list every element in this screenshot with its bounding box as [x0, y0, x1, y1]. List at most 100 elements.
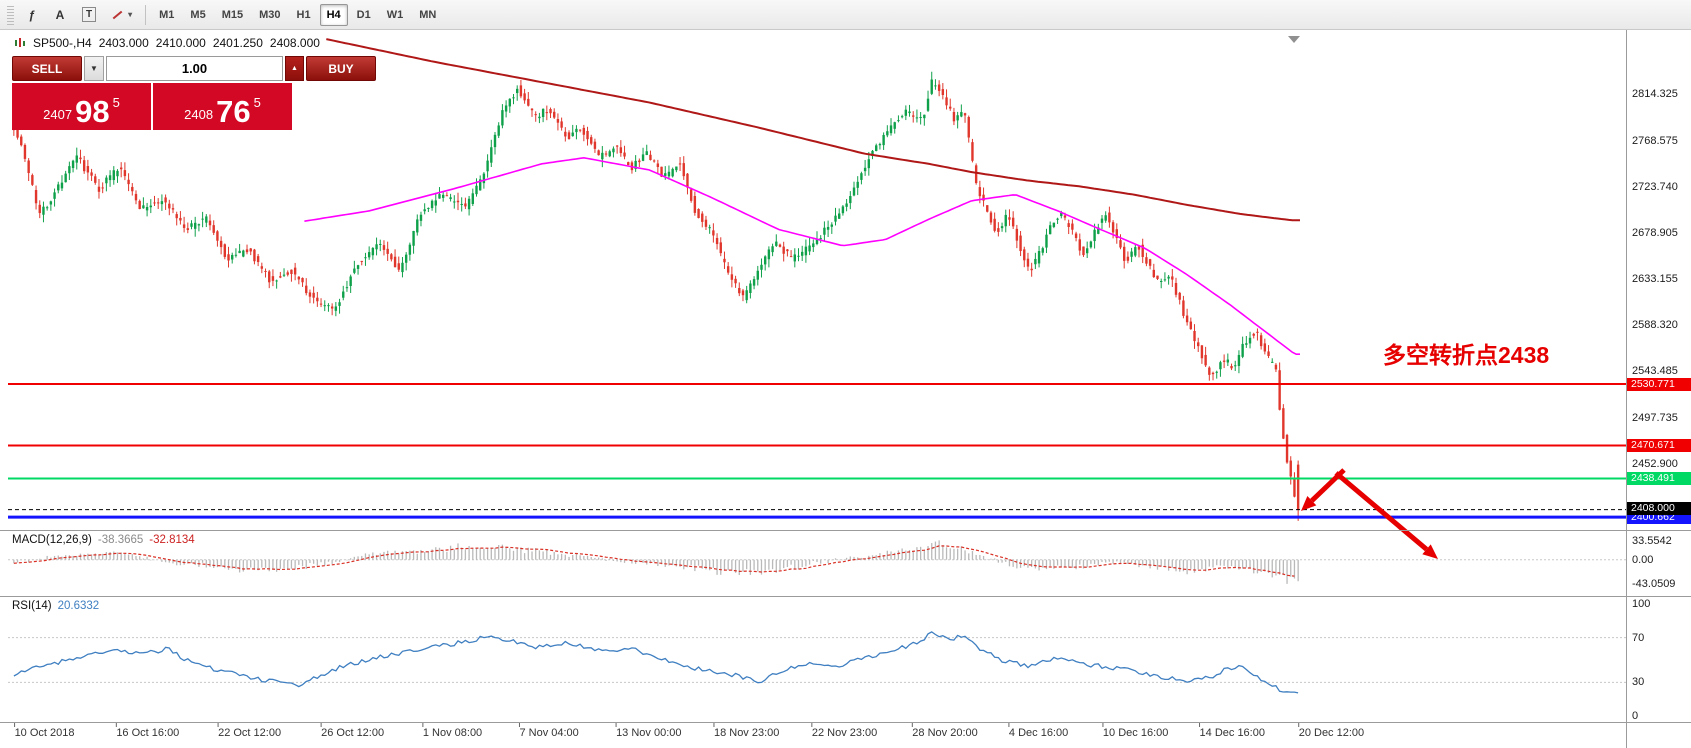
buy-price-point: 5 — [253, 95, 261, 110]
annotation-arrow[interactable] — [1334, 471, 1429, 552]
buy-quote-tile[interactable]: 2408 76 5 — [153, 83, 292, 130]
text-tool-icon[interactable]: A — [55, 7, 65, 22]
volume-up-button[interactable]: ▲ — [285, 56, 304, 81]
buy-button[interactable]: BUY — [306, 56, 376, 81]
one-click-trading-panel: SELL ▼ ▲ BUY 2407 98 5 2408 76 5 — [12, 56, 376, 130]
candle-body — [1274, 364, 1278, 370]
candle-body — [878, 144, 882, 146]
sell-quote-tile[interactable]: 2407 98 5 — [12, 83, 151, 130]
candle-body — [408, 244, 412, 255]
candle-body — [353, 268, 356, 273]
candle-body — [127, 179, 130, 185]
candle-body — [360, 260, 363, 262]
ma-fast-line — [304, 156, 1300, 356]
candle-body — [1085, 248, 1089, 254]
candle-body — [560, 121, 563, 128]
candle-body — [649, 154, 652, 161]
rsi-panel-separator[interactable] — [0, 596, 1691, 597]
candle-body — [782, 246, 785, 254]
candle-body — [1293, 479, 1296, 497]
candle-body — [397, 263, 400, 270]
candle-body — [689, 189, 693, 201]
annotation-arrowhead — [1422, 544, 1438, 559]
candle-body — [364, 257, 367, 259]
candle-body — [182, 224, 186, 228]
indicators-icon[interactable]: ƒ — [28, 7, 36, 22]
candle-body — [752, 279, 756, 286]
sell-button[interactable]: SELL — [12, 56, 82, 81]
timeframe-m15[interactable]: M15 — [221, 8, 244, 21]
candle-body — [75, 155, 78, 163]
candle-body — [131, 186, 134, 192]
candle-body — [497, 125, 500, 136]
candle-body — [404, 254, 408, 263]
candle-body — [719, 242, 722, 254]
candle-body — [82, 160, 86, 172]
timeframe-d1[interactable]: D1 — [356, 8, 371, 21]
candle-body — [57, 184, 60, 191]
timeframe-m5[interactable]: M5 — [190, 8, 206, 21]
candle-body — [1100, 218, 1104, 223]
candle-body — [1056, 218, 1059, 220]
timeframe-w1[interactable]: W1 — [386, 8, 404, 21]
candle-body — [701, 213, 704, 222]
candle-body — [1141, 244, 1144, 257]
trade-controls-row: SELL ▼ ▲ BUY — [12, 56, 376, 81]
candle-body — [553, 111, 556, 118]
candle-body — [819, 238, 822, 240]
candle-body — [334, 306, 338, 311]
text-label-tool-icon[interactable]: T — [75, 4, 103, 26]
macd-name: MACD(12,26,9) — [12, 534, 92, 546]
open-value: 2403.000 — [98, 36, 149, 50]
candle-body — [923, 114, 926, 119]
pivot-annotation-text[interactable]: 多空转折点2438 — [1383, 342, 1550, 368]
volume-input[interactable] — [106, 56, 283, 81]
candle-body — [730, 274, 734, 280]
candle-body — [1160, 280, 1163, 282]
candle-body — [1189, 321, 1193, 330]
candle-body — [971, 142, 974, 161]
price-axis-separator[interactable] — [1626, 30, 1627, 748]
candle-body — [197, 224, 201, 226]
candle-body — [1245, 343, 1248, 345]
timeframe-h4[interactable]: H4 — [319, 3, 348, 26]
candle-body — [441, 194, 445, 198]
candle-body — [1023, 249, 1026, 261]
candle-body — [597, 150, 600, 156]
candle-body — [608, 151, 611, 157]
timeframe-m30[interactable]: M30 — [259, 8, 281, 21]
candle-body — [745, 290, 748, 301]
candle-body — [545, 112, 549, 114]
candle-body — [1219, 362, 1222, 370]
trendline-icon — [112, 10, 123, 19]
macd-main-value: -38.3665 — [97, 534, 144, 546]
candle-body — [934, 85, 937, 87]
candle-body — [16, 126, 19, 138]
candle-body — [834, 215, 837, 222]
timeframe-h1[interactable]: H1 — [296, 8, 311, 21]
volume-dropdown-button[interactable]: ▼ — [84, 56, 104, 81]
candle-body — [1093, 229, 1096, 242]
candle-body — [897, 120, 900, 122]
macd-panel-separator[interactable] — [0, 530, 1691, 531]
timeframe-mn[interactable]: MN — [419, 8, 437, 21]
draw-shapes-button[interactable]: ▾ — [105, 4, 139, 26]
candle-body — [175, 214, 178, 219]
candle-body — [860, 173, 863, 180]
candle-body — [656, 163, 660, 168]
label-tool-glyph: T — [82, 7, 97, 22]
timeframe-m1[interactable]: M1 — [159, 8, 175, 21]
candle-body — [612, 148, 615, 153]
candle-body — [493, 134, 497, 148]
candlestick-chart-icon — [15, 38, 25, 47]
close-value: 2408.000 — [269, 36, 320, 50]
candle-body — [38, 204, 41, 214]
candle-body — [297, 276, 301, 280]
candle-body — [715, 237, 719, 245]
candle-body — [900, 116, 904, 118]
candle-body — [771, 246, 774, 253]
toolbar-drag-handle[interactable] — [7, 4, 14, 25]
candle-body — [945, 97, 948, 106]
